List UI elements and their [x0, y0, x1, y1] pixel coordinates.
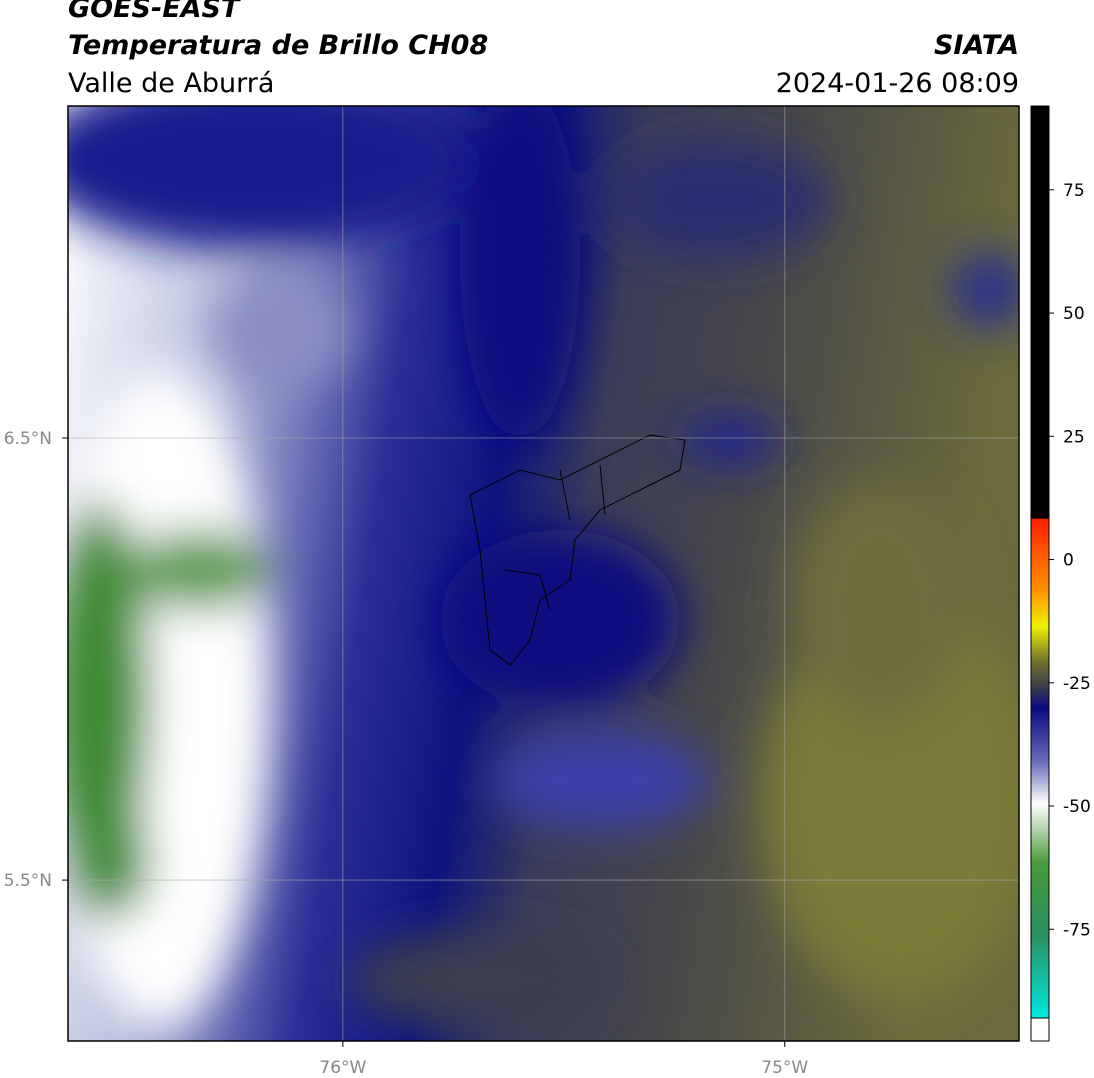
source: SIATA: [934, 30, 1019, 61]
colorbar: [1030, 105, 1050, 1019]
colorbar-extension: [1030, 1017, 1050, 1042]
x-tick-label: 76°W: [319, 1058, 366, 1078]
region: Valle de Aburrá: [68, 68, 274, 99]
map-frame: [67, 105, 1020, 1042]
map-field: [68, 106, 1019, 1041]
colorbar-tick-label: -50: [1063, 797, 1091, 817]
colorbar-tick-label: -75: [1063, 920, 1091, 940]
colorbar-tick-label: 75: [1063, 181, 1085, 201]
colorbar-tick-label: 50: [1063, 304, 1085, 324]
title: GOES-EAST: [68, 0, 242, 24]
subtitle: Temperatura de Brillo CH08: [68, 30, 488, 61]
y-tick-label: 5.5°N: [4, 871, 52, 891]
colorbar-tick-label: -25: [1063, 674, 1091, 694]
colorbar-tick-label: 0: [1063, 551, 1074, 571]
y-tick-label: 6.5°N: [4, 429, 52, 449]
timestamp: 2024-01-26 08:09: [776, 68, 1019, 99]
x-tick-label: 75°W: [761, 1058, 808, 1078]
boundary: [469, 434, 686, 666]
colorbar-tick-label: 25: [1063, 427, 1085, 447]
